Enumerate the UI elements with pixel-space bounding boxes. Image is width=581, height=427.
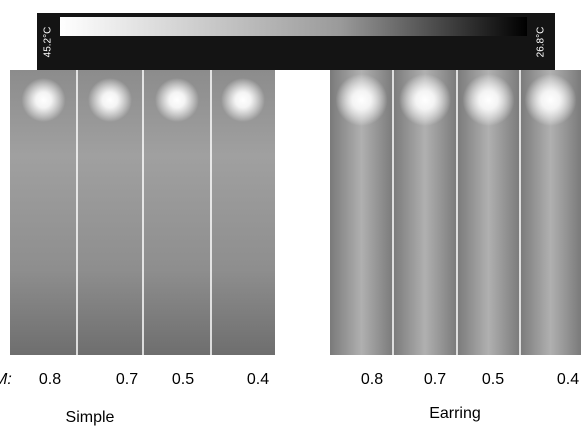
hot-spot bbox=[335, 74, 388, 126]
value-label: 0.8 bbox=[361, 371, 383, 388]
value-label: 0.4 bbox=[247, 371, 269, 388]
value-label: 0.8 bbox=[39, 371, 61, 388]
row-label: M: bbox=[0, 371, 12, 388]
hot-spot bbox=[21, 78, 66, 122]
value-label: 0.4 bbox=[557, 371, 579, 388]
value-label: 0.7 bbox=[116, 371, 138, 388]
value-label: 0.7 bbox=[424, 371, 446, 388]
hot-spot bbox=[462, 74, 515, 126]
hot-spot bbox=[524, 74, 577, 126]
hot-spot bbox=[399, 74, 451, 126]
group-label: Simple bbox=[66, 409, 115, 426]
value-label: 0.5 bbox=[482, 371, 504, 388]
colorbar bbox=[60, 17, 527, 36]
colorbar-max: 45.2°C bbox=[43, 27, 54, 58]
hot-spot bbox=[155, 78, 199, 122]
group-label: Earring bbox=[429, 405, 481, 422]
value-label: 0.5 bbox=[172, 371, 194, 388]
hot-spot bbox=[88, 78, 132, 122]
hot-spot bbox=[221, 78, 265, 122]
colorbar-min: 26.8°C bbox=[536, 27, 547, 58]
